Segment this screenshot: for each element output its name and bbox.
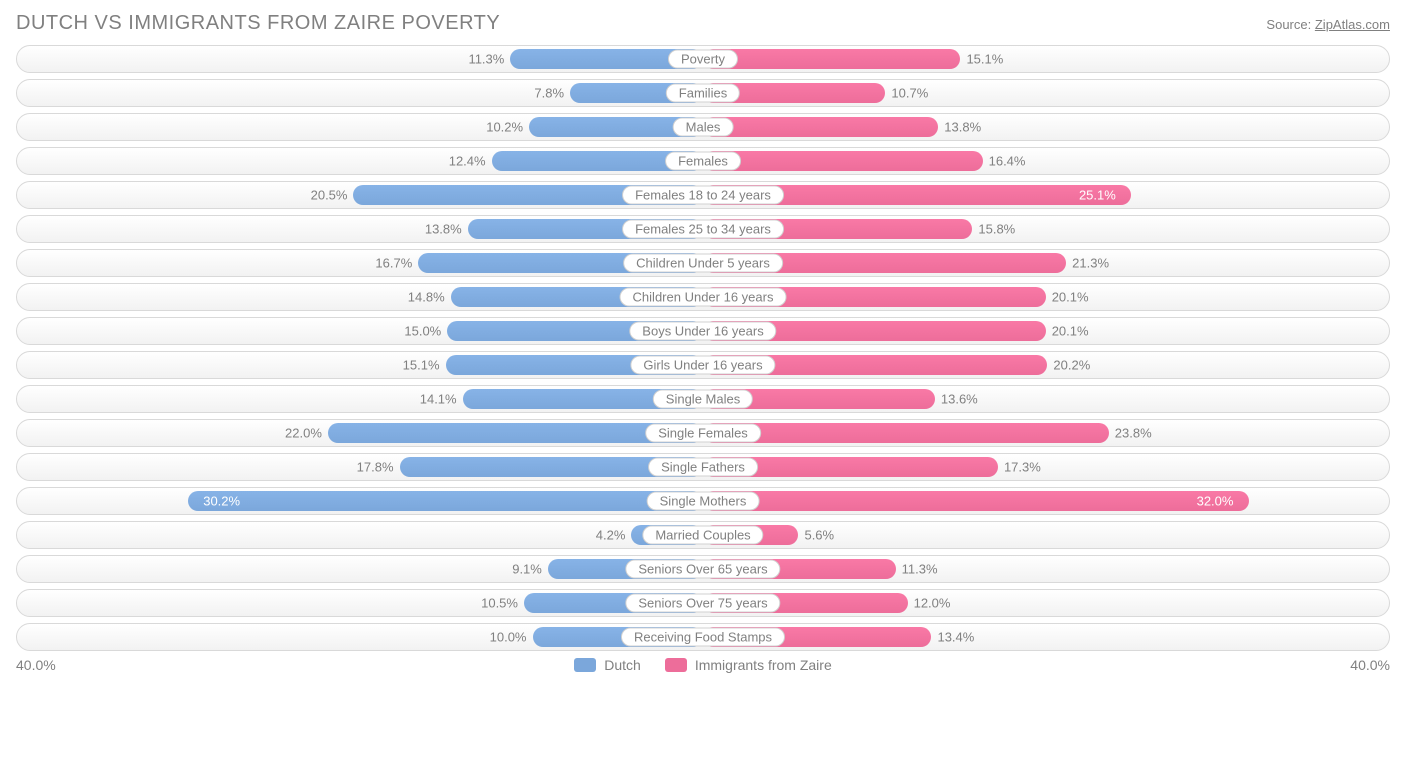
bar-right [703, 117, 938, 137]
value-left: 22.0% [285, 426, 322, 441]
legend: Dutch Immigrants from Zaire [574, 657, 832, 673]
value-right: 15.1% [966, 52, 1003, 67]
value-right: 11.3% [902, 562, 938, 577]
category-label: Single Mothers [647, 492, 760, 511]
source-attribution: Source: ZipAtlas.com [1266, 17, 1390, 32]
legend-label-left: Dutch [604, 657, 641, 673]
value-right: 25.1% [1079, 188, 1116, 203]
value-left: 13.8% [425, 222, 462, 237]
value-right: 17.3% [1004, 460, 1041, 475]
chart-rows: 11.3%15.1%Poverty7.8%10.7%Families10.2%1… [16, 45, 1390, 651]
value-left: 9.1% [512, 562, 542, 577]
value-right: 10.7% [891, 86, 928, 101]
chart-row: 16.7% 21.3% Children Under 5 years [16, 249, 1390, 277]
legend-item-left: Dutch [574, 657, 641, 673]
chart-row: 15.1% 20.2% Girls Under 16 years [16, 351, 1390, 379]
legend-item-right: Immigrants from Zaire [665, 657, 832, 673]
category-label: Females [665, 152, 741, 171]
chart-row: 4.2% 5.6% Married Couples [16, 521, 1390, 549]
axis-left-max: 40.0% [16, 657, 56, 673]
bar-left [188, 491, 703, 511]
chart-row: 12.4% 16.4% Females [16, 147, 1390, 175]
value-left: 7.8% [534, 86, 564, 101]
legend-swatch-right [665, 658, 687, 672]
category-label: Males [673, 118, 734, 137]
chart-row: 20.5% 25.1% Females 18 to 24 years [16, 181, 1390, 209]
category-label: Single Fathers [648, 458, 758, 477]
value-right: 15.8% [978, 222, 1015, 237]
category-label: Boys Under 16 years [629, 322, 776, 341]
value-left: 14.1% [420, 392, 457, 407]
value-left: 12.4% [449, 154, 486, 169]
value-right: 21.3% [1072, 256, 1109, 271]
legend-label-right: Immigrants from Zaire [695, 657, 832, 673]
value-left: 10.2% [486, 120, 523, 135]
value-left: 20.5% [311, 188, 348, 203]
value-left: 11.3% [468, 52, 504, 67]
category-label: Females 25 to 34 years [622, 220, 784, 239]
value-right: 5.6% [804, 528, 834, 543]
axis-right-max: 40.0% [1350, 657, 1390, 673]
bar-right [703, 49, 960, 69]
value-left: 4.2% [596, 528, 626, 543]
value-right: 20.1% [1052, 290, 1089, 305]
value-right: 13.8% [944, 120, 981, 135]
value-left: 17.8% [357, 460, 394, 475]
chart-row: 17.8% 17.3% Single Fathers [16, 453, 1390, 481]
value-left: 15.1% [403, 358, 440, 373]
category-label: Married Couples [642, 526, 763, 545]
chart-row: 10.5% 12.0% Seniors Over 75 years [16, 589, 1390, 617]
chart-row: 14.1% 13.6% Single Males [16, 385, 1390, 413]
chart-row: 30.2% 32.0% Single Mothers [16, 487, 1390, 515]
value-right: 12.0% [914, 596, 951, 611]
value-left: 14.8% [408, 290, 445, 305]
value-left: 10.5% [481, 596, 518, 611]
category-label: Families [666, 84, 740, 103]
value-right: 20.2% [1053, 358, 1090, 373]
value-right: 13.6% [941, 392, 978, 407]
chart-row: 13.8% 15.8% Females 25 to 34 years [16, 215, 1390, 243]
category-label: Children Under 16 years [620, 288, 787, 307]
category-label: Poverty [668, 50, 738, 69]
value-left: 10.0% [490, 630, 527, 645]
chart-row: 15.0% 20.1% Boys Under 16 years [16, 317, 1390, 345]
legend-swatch-left [574, 658, 596, 672]
chart-row: 14.8% 20.1% Children Under 16 years [16, 283, 1390, 311]
chart-row: 10.0% 13.4% Receiving Food Stamps [16, 623, 1390, 651]
value-right: 32.0% [1197, 494, 1234, 509]
bar-right [703, 491, 1249, 511]
value-right: 13.4% [937, 630, 974, 645]
value-right: 20.1% [1052, 324, 1089, 339]
bar-right [703, 151, 983, 171]
value-left: 15.0% [404, 324, 441, 339]
value-right: 23.8% [1115, 426, 1152, 441]
chart-row: 7.8% 10.7% Families [16, 79, 1390, 107]
source-label: Source: [1266, 17, 1311, 32]
category-label: Single Females [645, 424, 761, 443]
category-label: Seniors Over 75 years [625, 594, 780, 613]
category-label: Females 18 to 24 years [622, 186, 784, 205]
bar-right [703, 423, 1109, 443]
source-link[interactable]: ZipAtlas.com [1315, 17, 1390, 32]
category-label: Children Under 5 years [623, 254, 783, 273]
category-label: Girls Under 16 years [630, 356, 775, 375]
chart-row: 22.0% 23.8% Single Females [16, 419, 1390, 447]
chart-row: 10.2% 13.8% Males [16, 113, 1390, 141]
chart-title: DUTCH VS IMMIGRANTS FROM ZAIRE POVERTY [16, 12, 500, 35]
value-left: 30.2% [203, 494, 240, 509]
value-right: 16.4% [989, 154, 1026, 169]
category-label: Receiving Food Stamps [621, 628, 785, 647]
category-label: Seniors Over 65 years [625, 560, 780, 579]
category-label: Single Males [653, 390, 753, 409]
value-left: 16.7% [375, 256, 412, 271]
chart-row: 11.3% 15.1% Poverty [16, 45, 1390, 73]
chart-row: 9.1% 11.3% Seniors Over 65 years [16, 555, 1390, 583]
